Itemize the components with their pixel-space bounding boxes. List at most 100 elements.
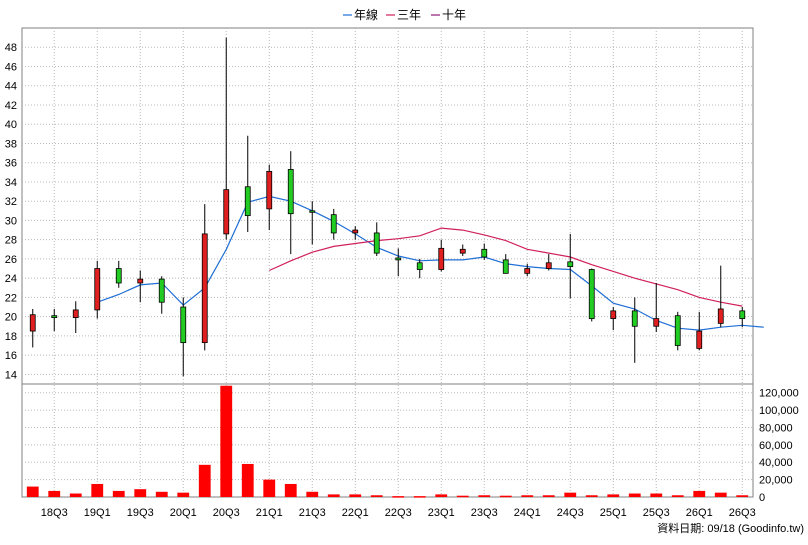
moving-average-lines (97, 195, 764, 331)
price-tick-label: 30 (5, 215, 17, 227)
volume-tick-label: 120,000 (759, 388, 799, 400)
price-tick-label: 14 (5, 369, 17, 381)
time-tick-label: 25Q1 (600, 507, 627, 519)
volume-bar-20Q4 (241, 463, 254, 497)
volume-bar-19Q1 (91, 483, 104, 497)
candle-body (180, 306, 187, 344)
candle-20Q1 (180, 297, 187, 377)
series-line-三年 (269, 227, 743, 307)
volume-tick-label: 60,000 (759, 440, 793, 452)
time-tick-label: 26Q3 (729, 507, 756, 519)
time-tick-label: 19Q1 (84, 507, 111, 519)
grid (22, 28, 753, 497)
price-tick-label: 22 (5, 292, 17, 304)
volume-bars (26, 385, 749, 498)
candle-body (481, 248, 488, 258)
candle-26Q3 (739, 307, 746, 328)
volume-tick-label: 0 (759, 492, 765, 504)
volume-bar-19Q2 (112, 490, 125, 497)
candle-body (416, 262, 423, 270)
candle-body (287, 169, 294, 215)
volume-tick-label: 20,000 (759, 475, 793, 487)
time-tick-label: 18Q3 (41, 507, 68, 519)
candle-body (459, 248, 466, 254)
volume-bar-22Q2 (370, 495, 383, 497)
time-tick-label: 23Q1 (428, 507, 455, 519)
time-tick-label: 20Q1 (170, 507, 197, 519)
candle-19Q2 (115, 260, 122, 288)
candle-26Q1 (696, 311, 703, 351)
candle-21Q3 (309, 201, 316, 245)
candle-20Q2 (201, 204, 208, 351)
candle-body (588, 269, 595, 319)
volume-bar-20Q2 (198, 464, 211, 497)
candle-18Q2 (29, 308, 36, 348)
volume-tick-label: 80,000 (759, 422, 793, 434)
candle-22Q2 (373, 222, 380, 257)
volume-bar-21Q1 (263, 479, 276, 497)
price-tick-label: 44 (5, 81, 17, 93)
candle-body (739, 310, 746, 319)
volume-bar-23Q3 (478, 495, 491, 497)
legend-label-ten-year: 十年 (442, 8, 466, 22)
candle-body (223, 189, 230, 235)
candle-body (330, 214, 337, 234)
candle-body (352, 229, 359, 234)
candle-body (72, 309, 79, 319)
candle-body (717, 308, 724, 324)
candle-20Q3 (223, 37, 230, 240)
time-tick-label: 26Q1 (686, 507, 713, 519)
price-tick-label: 34 (5, 177, 17, 189)
candle-body (524, 268, 531, 274)
price-tick-label: 38 (5, 138, 17, 150)
legend-label-annual: 年線 (354, 7, 378, 22)
candle-25Q3 (653, 282, 660, 333)
candle-20Q4 (244, 135, 251, 232)
candle-24Q4 (588, 268, 595, 322)
candle-21Q4 (330, 208, 337, 240)
time-tick-label: 21Q3 (299, 507, 326, 519)
candle-25Q1 (610, 307, 617, 331)
time-tick-label: 25Q3 (643, 507, 670, 519)
price-tick-label: 18 (5, 331, 17, 343)
volume-bar-25Q3 (650, 493, 663, 497)
volume-bar-19Q4 (155, 491, 168, 497)
candle-24Q3 (567, 233, 574, 299)
candle-19Q3 (137, 270, 144, 303)
candle-body (502, 259, 509, 274)
volume-bar-24Q4 (585, 495, 598, 497)
candle-body (244, 186, 251, 217)
price-tick-label: 36 (5, 158, 17, 170)
candle-body (395, 257, 402, 261)
volume-bar-26Q1 (693, 490, 706, 497)
candle-body (653, 318, 660, 327)
candle-body (201, 233, 208, 344)
volume-bar-25Q2 (628, 493, 641, 497)
price-tick-label: 20 (5, 312, 17, 324)
legend: 年線 三年 十年 (343, 7, 466, 22)
candle-body (51, 315, 58, 319)
candle-25Q4 (674, 311, 681, 351)
legend-label-three-year: 三年 (397, 8, 421, 22)
candle-body (631, 310, 638, 327)
price-tick-label: 46 (5, 61, 17, 73)
candle-18Q3 (51, 308, 58, 332)
price-tick-label: 32 (5, 196, 17, 208)
volume-bar-19Q3 (134, 489, 147, 497)
candlesticks (29, 37, 746, 377)
volume-bar-23Q2 (456, 495, 469, 498)
candle-18Q4 (72, 301, 79, 334)
volume-bar-25Q4 (671, 495, 684, 497)
time-tick-label: 24Q3 (557, 507, 584, 519)
volume-bar-23Q4 (499, 495, 512, 498)
time-tick-label: 23Q3 (471, 507, 498, 519)
volume-bar-24Q3 (564, 492, 577, 497)
candle-24Q2 (545, 254, 552, 271)
price-tick-label: 26 (5, 254, 17, 266)
volume-bar-21Q3 (306, 491, 319, 497)
volume-bar-22Q3 (392, 496, 405, 498)
candle-body (696, 330, 703, 349)
plot-frame (21, 27, 754, 498)
